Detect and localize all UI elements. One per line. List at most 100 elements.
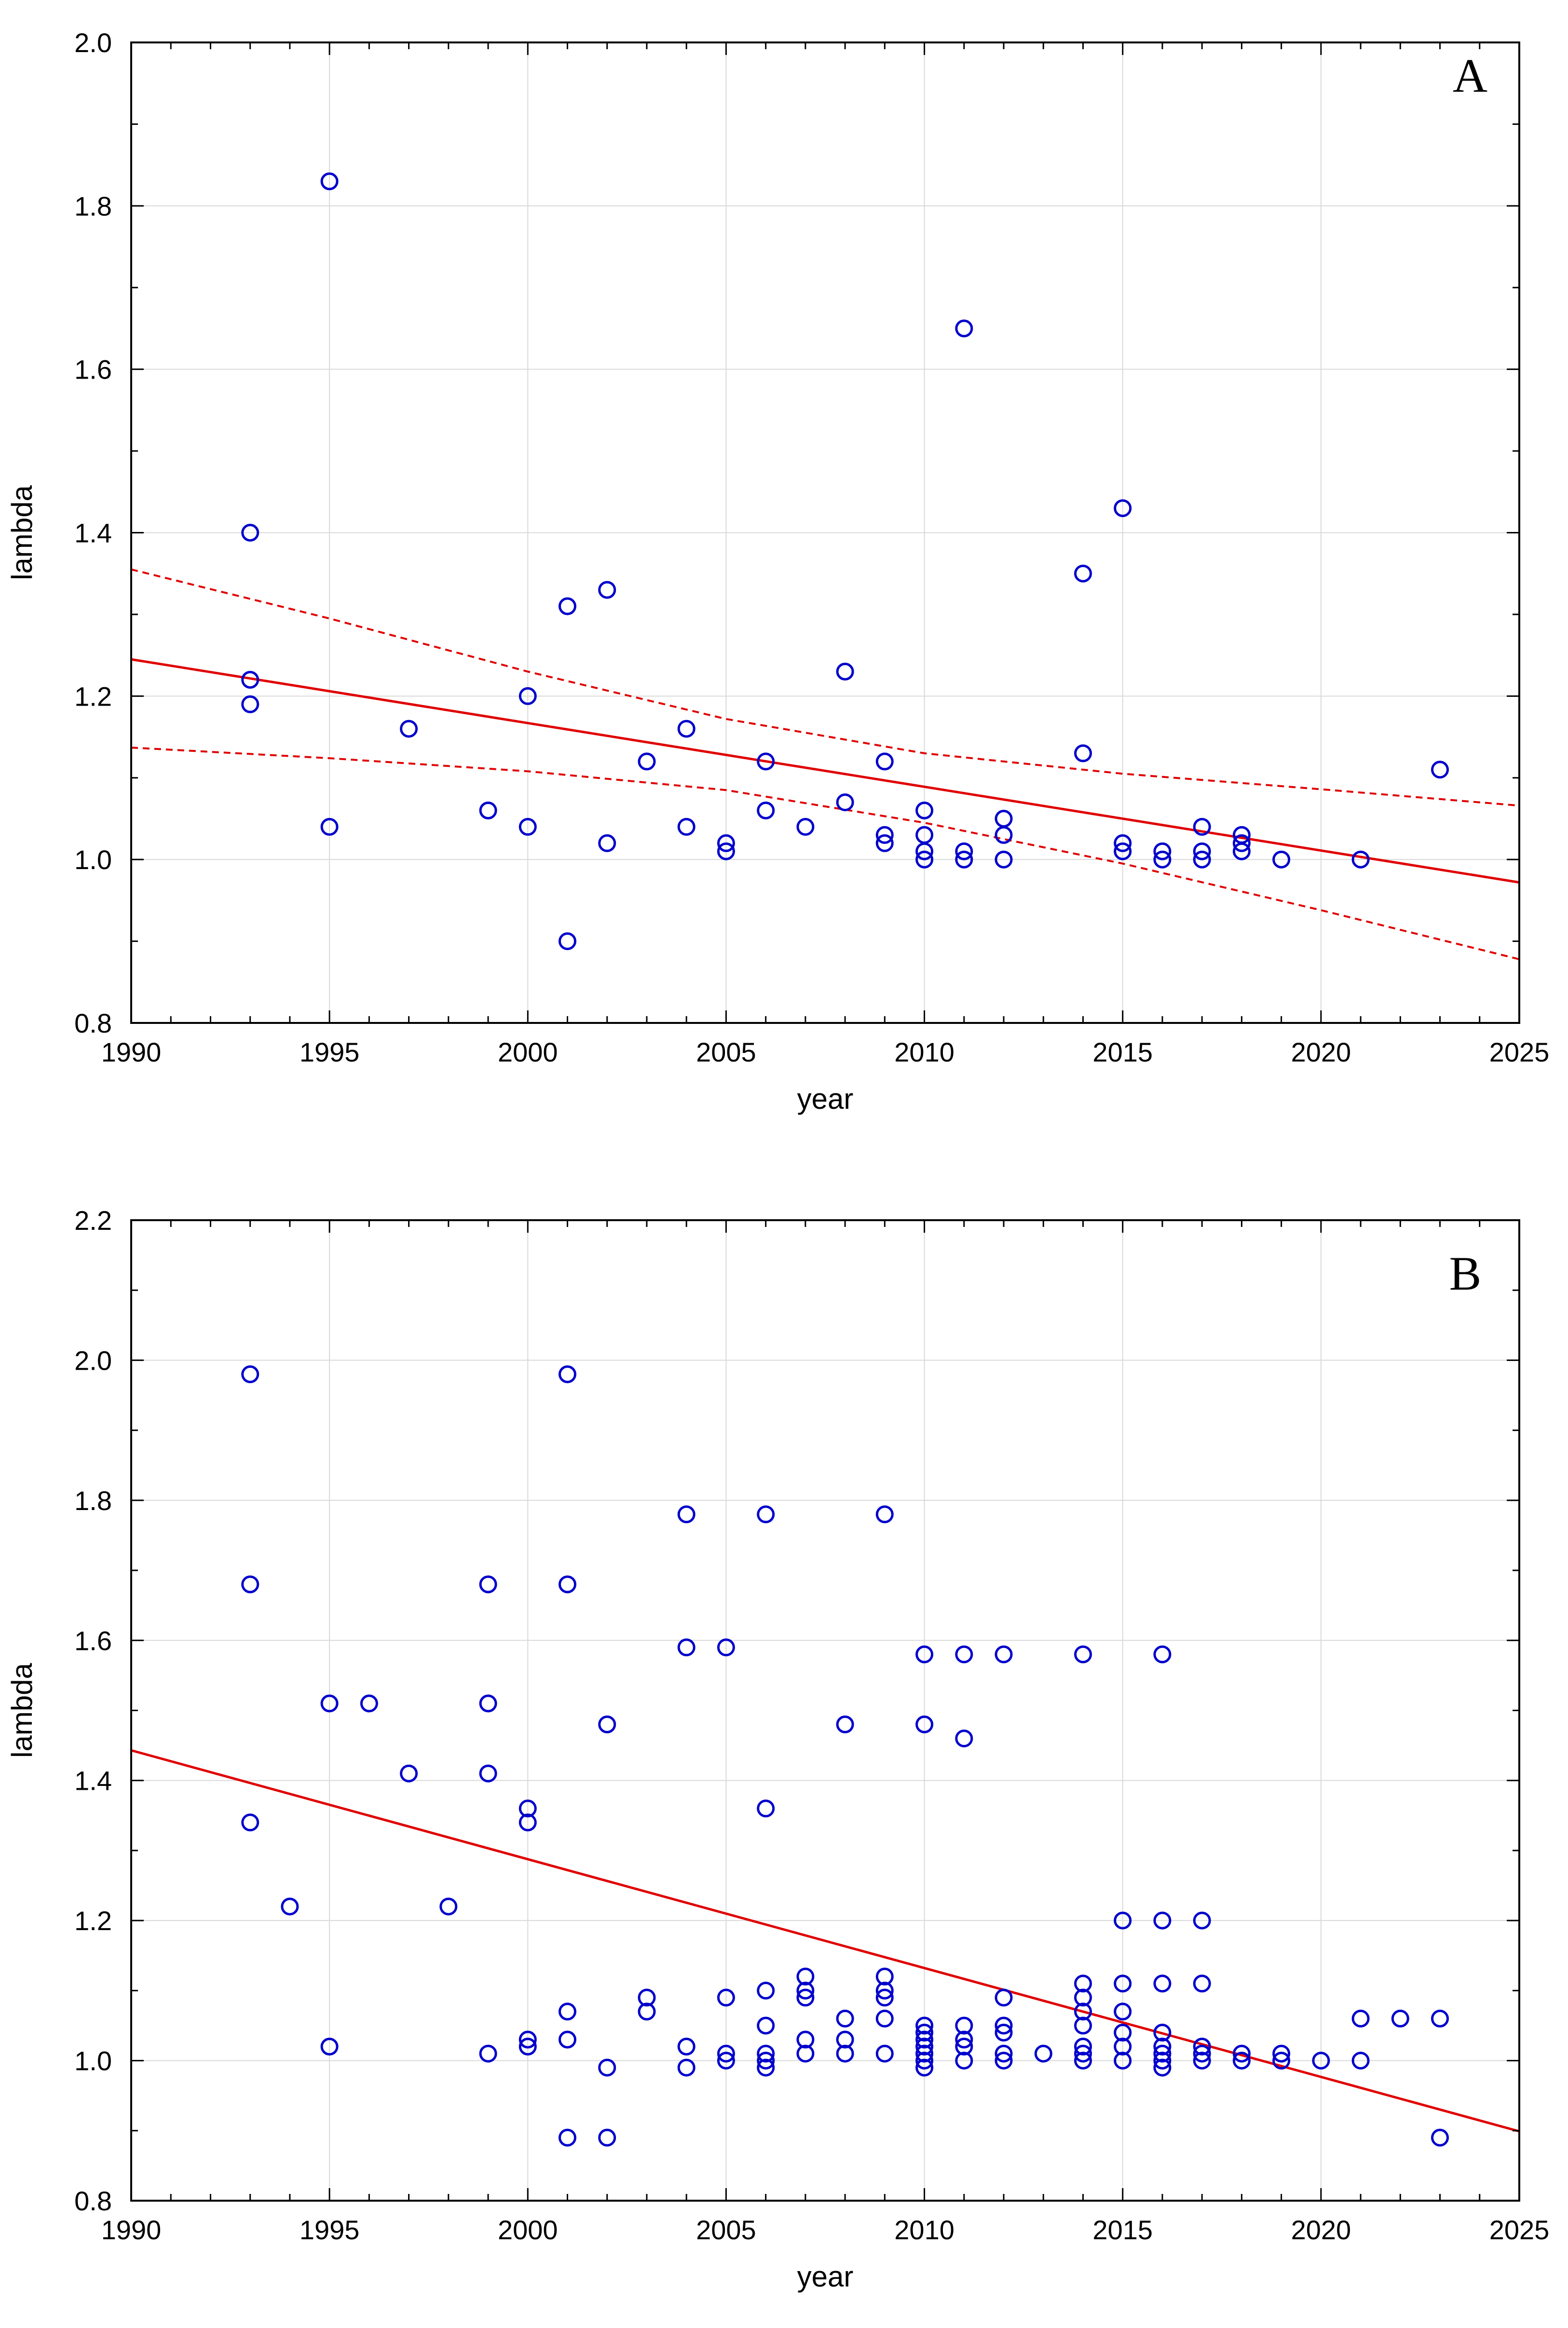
panel-b-data-point <box>1431 2009 1449 2028</box>
panel-b-data-point <box>1153 1974 1172 1993</box>
panel-b-data-point <box>677 1638 695 1657</box>
panel-b-ticks <box>130 1219 1520 2202</box>
panel-b-data-point <box>1391 2009 1409 2028</box>
panel-a-y-tick-label: 1.6 <box>74 354 112 385</box>
panel-a-regression-line <box>131 658 1520 884</box>
panel-a-x-tick-label: 1990 <box>101 1037 162 1067</box>
panel-b-data-point <box>796 2030 815 2049</box>
panel-a-data-point <box>598 834 616 852</box>
panel-b-data-point <box>1074 2016 1092 2035</box>
panel-b-data-point <box>598 1715 616 1733</box>
panel-b-data-point <box>995 2052 1013 2070</box>
panel-a-data-point <box>836 793 854 812</box>
panel-b-data-point <box>1074 2052 1092 2070</box>
panel-b-data-point <box>915 2052 934 2070</box>
panel-a-data-point <box>479 802 497 819</box>
panel-a-data-point <box>1193 817 1211 836</box>
panel-b-grid <box>131 1220 1519 2201</box>
panel-b-data-point <box>717 1988 735 2007</box>
panel-b-data-point <box>320 2038 339 2056</box>
panel-a-ticks <box>130 41 1520 1024</box>
panel-b-data-point <box>717 2052 735 2070</box>
panel-b-data-point <box>875 2044 894 2063</box>
panel-b-x-axis-label: year <box>797 2260 854 2293</box>
panel-a-y-tick-label: 0.8 <box>74 1008 112 1038</box>
panel-a-x-tick-label: 2015 <box>1092 1037 1153 1067</box>
panel-b-data-point <box>717 2044 735 2063</box>
panel-b-data-point <box>1114 2038 1132 2056</box>
panel-b-data-point <box>1074 2044 1092 2063</box>
panel-b-data-point <box>320 1694 339 1713</box>
panel-b-frame <box>130 1219 1520 2202</box>
panel-b-x-tick-label: 2025 <box>1489 2215 1550 2245</box>
panel-b-data-point <box>796 1988 815 2007</box>
panel-b-data-point <box>1193 1974 1211 1993</box>
panel-a-data-point <box>915 802 934 819</box>
panel-b-data-point <box>677 2058 695 2077</box>
panel-b-x-tick-label: 2000 <box>498 2215 558 2245</box>
panel-b-data-point <box>757 1505 775 1524</box>
panel-b-data-point <box>796 2044 815 2063</box>
panel-b-data-point <box>757 1799 775 1818</box>
panel-b-data-point <box>955 1645 973 1663</box>
panel-a-data-point <box>1114 834 1132 852</box>
panel-b-data-point <box>1153 2058 1172 2077</box>
panel-a-grid <box>131 42 1519 1023</box>
panel-a: 1990 1995 2000 2005 2010 2015 2020 2025 0.8 1.0 1… <box>6 27 1549 1115</box>
panel-b-data-point <box>479 1764 497 1783</box>
panel-b-data-point <box>875 1981 894 2000</box>
panel-b-data-point <box>1074 2002 1092 2021</box>
panel-b-data-point <box>559 1575 576 1593</box>
panel-a-y-tick-labels: 0.8 1.0 1.2 1.4 1.6 1.8 2.0 <box>74 27 112 1038</box>
panel-b-data-point <box>518 1813 537 1832</box>
panel-b-fit-line <box>131 1749 1520 2133</box>
panel-b-data-point <box>559 2002 576 2021</box>
panel-b-data-point <box>638 1988 656 2007</box>
panel-a-data-point <box>1193 850 1211 869</box>
panel-b-data-point <box>1153 2038 1172 2056</box>
panel-b-data-point <box>479 1575 497 1593</box>
panel-b-data-point <box>1193 2038 1211 2056</box>
panel-b-data-point <box>796 1981 815 2000</box>
panel-a-y-tick-label: 2.0 <box>74 27 112 58</box>
panel-a-data-point <box>1272 850 1291 869</box>
panel-b-data-point <box>757 2052 775 2070</box>
panel-a-data-point <box>677 720 695 738</box>
panel-b-data-point <box>241 1813 259 1832</box>
panel-b-data-point <box>1074 2038 1092 2056</box>
panel-b-data-point <box>281 1897 299 1916</box>
panel-b-data-point <box>915 2038 934 2056</box>
panel-a-data-point <box>717 834 735 852</box>
panel-b-data-point <box>995 1988 1013 2007</box>
panel-a-y-axis-label: lambda <box>6 485 38 580</box>
panel-a-data-point <box>915 842 934 860</box>
panel-b-data-point <box>479 2044 497 2063</box>
panel-b-data-point <box>1312 2052 1330 2070</box>
panel-a-data-point <box>955 850 973 869</box>
panel-b-data-point <box>915 1645 934 1663</box>
panel-b-data-point <box>559 1365 576 1383</box>
panel-b-data-point <box>955 2052 973 2070</box>
panel-b-data-point <box>1232 2052 1251 2070</box>
panel-b-x-tick-label: 1990 <box>101 2215 162 2245</box>
panel-b-data-point <box>1153 1911 1172 1930</box>
panel-a-fit-line <box>131 658 1520 884</box>
panel-b-data-point <box>518 2038 537 2056</box>
panel-a-data-point <box>1431 761 1449 779</box>
panel-b-data-point <box>757 2044 775 2063</box>
panel-b-y-tick-labels: 0.8 1.0 1.2 1.4 1.6 1.8 2.0 2.2 <box>74 1205 112 2216</box>
panel-b-data-point <box>598 2058 616 2077</box>
panel-b-data-point <box>479 1694 497 1713</box>
panel-a-data-point <box>995 810 1013 828</box>
panel-b-data-point <box>559 2128 576 2147</box>
panel-b-data-point <box>1153 2052 1172 2070</box>
panel-a-data-point <box>1114 499 1132 517</box>
panel-b-x-tick-label: 1995 <box>300 2215 360 2245</box>
panel-b-data-point <box>757 2058 775 2077</box>
panel-b-data-point <box>955 1729 973 1748</box>
panel-b-data-point <box>1351 2009 1370 2028</box>
panel-b-data-point <box>955 2030 973 2049</box>
panel-b-data-point <box>598 2128 616 2147</box>
panel-a-data-point <box>320 172 339 191</box>
